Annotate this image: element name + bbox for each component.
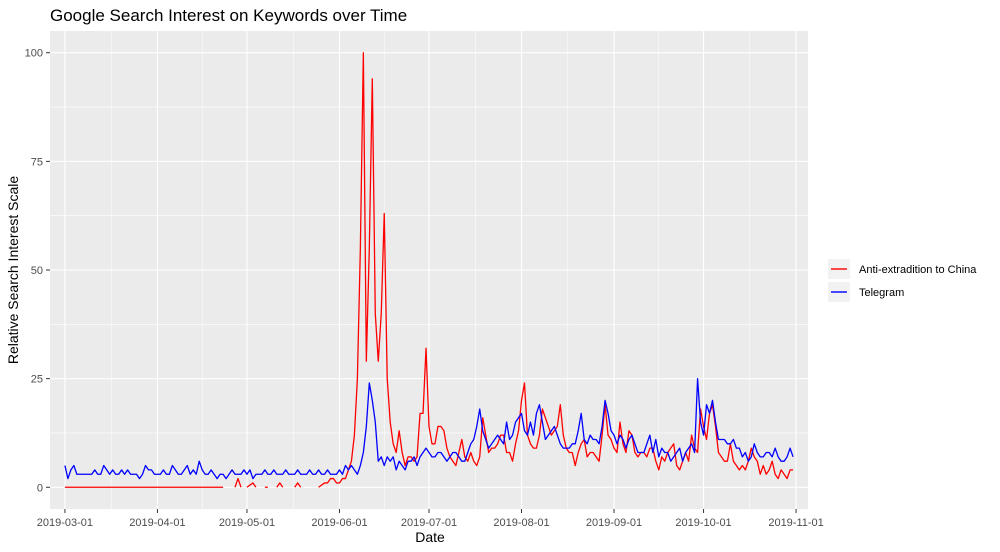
y-axis: 0 25 50 75 100 xyxy=(25,48,50,494)
x-tick-label: 2019-09-01 xyxy=(586,517,642,529)
major-gridlines xyxy=(50,31,808,509)
chart-title: Google Search Interest on Keywords over … xyxy=(50,6,407,25)
y-tick-label: 50 xyxy=(31,265,43,277)
x-tick-label: 2019-08-01 xyxy=(493,517,549,529)
series-lines xyxy=(64,52,794,488)
y-tick-label: 75 xyxy=(31,156,43,168)
legend-label: Telegram xyxy=(859,287,904,299)
y-tick-label: 25 xyxy=(31,374,43,386)
series-line-telegram xyxy=(64,377,794,480)
x-tick-label: 2019-03-01 xyxy=(37,517,93,529)
legend: Anti-extradition to China Telegram xyxy=(828,259,977,302)
x-tick-label: 2019-11-01 xyxy=(768,517,823,529)
x-tick-label: 2019-04-01 xyxy=(129,517,185,529)
x-tick-label: 2019-10-01 xyxy=(675,517,731,529)
y-axis-title: Relative Search Interest Scale xyxy=(5,176,21,365)
x-axis: 2019-03-01 2019-04-01 2019-05-01 2019-06-01… xyxy=(37,509,824,529)
x-tick-label: 2019-05-01 xyxy=(219,517,275,529)
x-tick-label: 2019-06-01 xyxy=(311,517,367,529)
x-axis-title: Date xyxy=(415,529,445,545)
legend-label: Anti-extradition to China xyxy=(859,264,977,276)
y-tick-label: 100 xyxy=(25,48,43,60)
y-tick-label: 0 xyxy=(37,482,43,494)
x-tick-label: 2019-07-01 xyxy=(401,517,457,529)
series-line-anti-extradition xyxy=(64,52,794,488)
